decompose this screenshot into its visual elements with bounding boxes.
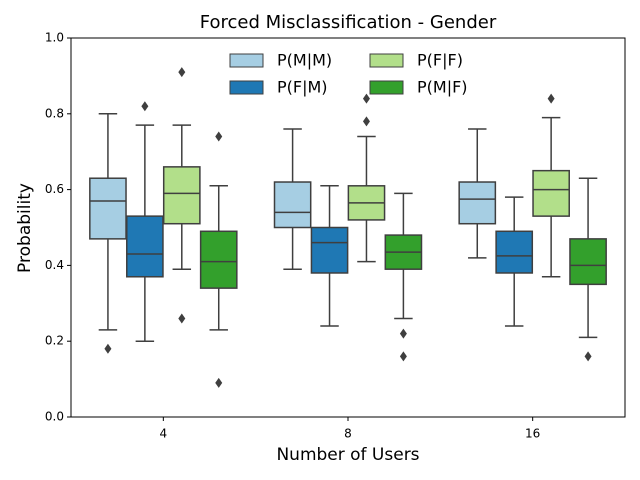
y-tick-label: 0.4 <box>45 258 64 272</box>
outlier <box>547 93 555 104</box>
box <box>458 181 497 225</box>
outlier <box>215 377 223 388</box>
legend-swatch <box>229 53 264 68</box>
box <box>199 230 238 289</box>
x-tick-label: 16 <box>525 427 540 441</box>
box <box>126 215 164 278</box>
outlier <box>104 343 112 354</box>
legend-swatch <box>369 53 404 68</box>
box <box>162 166 201 225</box>
y-tick-label: 0.6 <box>45 182 64 196</box>
outlier <box>362 93 370 104</box>
box <box>273 181 312 229</box>
outlier <box>584 351 592 362</box>
outlier <box>178 67 186 78</box>
x-axis-label: Number of Users <box>276 445 419 465</box>
y-tick-label: 0.2 <box>45 334 64 348</box>
y-tick-label: 1.0 <box>45 31 64 45</box>
y-axis-label: Probability <box>15 183 35 273</box>
outlier <box>399 328 407 339</box>
legend-swatch <box>369 80 404 95</box>
legend-label: P(M|M) <box>277 51 332 70</box>
box <box>532 169 570 217</box>
plot-frame <box>70 37 626 418</box>
legend-label: P(F|F) <box>417 51 463 70</box>
box <box>310 226 349 274</box>
box <box>89 177 127 240</box>
outlier <box>178 313 186 324</box>
x-tick-label: 4 <box>160 427 168 441</box>
outlier <box>141 101 149 112</box>
chart-title: Forced Misclassification - Gender <box>200 12 497 33</box>
y-tick-label: 0.8 <box>45 106 64 120</box>
outlier <box>399 351 407 362</box>
x-tick-label: 8 <box>344 427 352 441</box>
legend-swatch <box>229 80 264 95</box>
box <box>569 238 607 286</box>
outlier <box>362 116 370 127</box>
legend-label: P(F|M) <box>277 78 328 97</box>
outlier <box>215 131 223 142</box>
box <box>495 230 534 274</box>
legend-label: P(M|F) <box>417 78 468 97</box>
y-tick-label: 0.0 <box>45 410 64 424</box>
